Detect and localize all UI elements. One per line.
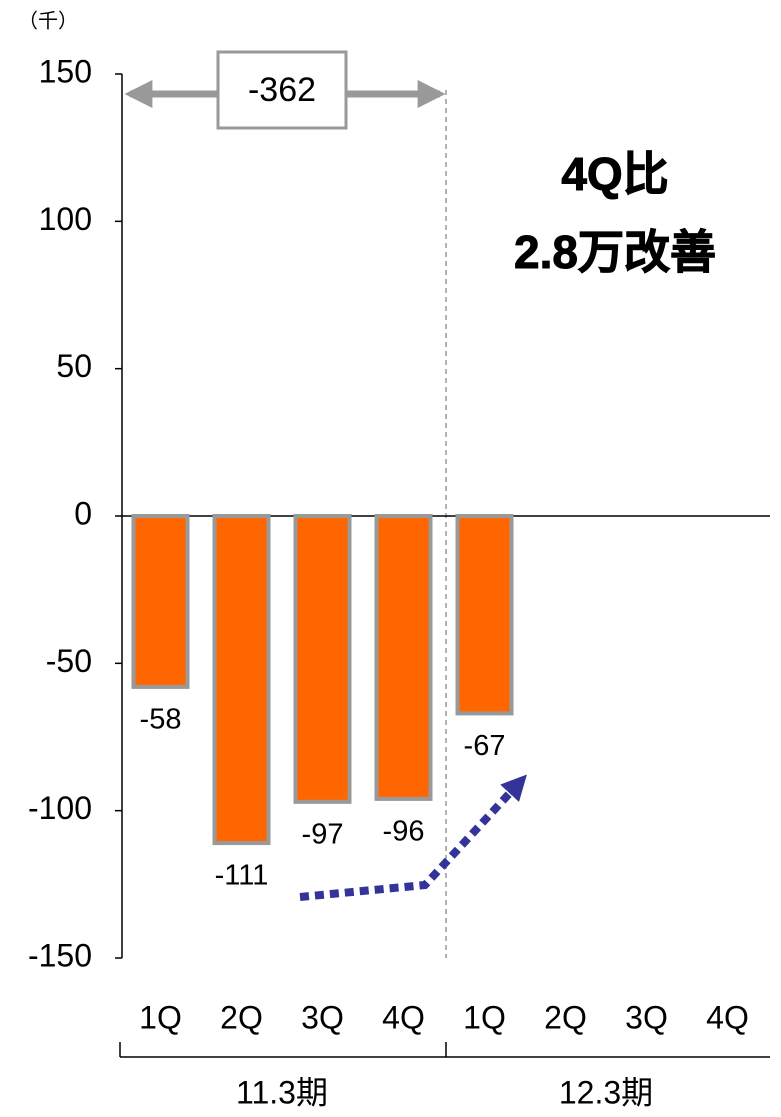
annotation: 2.8万改善 (514, 226, 716, 278)
y-tick-label: 150 (39, 53, 92, 89)
bar (455, 514, 514, 716)
bar (131, 514, 190, 689)
y-tick-label: -150 (28, 937, 92, 973)
x-tick-label: 1Q (463, 999, 506, 1035)
y-tick-label: -50 (46, 643, 92, 679)
value-label: -97 (302, 818, 344, 850)
group-label: 11.3期 (236, 1074, 328, 1110)
value-label: -58 (140, 704, 182, 736)
value-label: -96 (383, 816, 425, 848)
y-tick-label: 50 (56, 348, 92, 384)
x-tick-label: 4Q (706, 999, 749, 1035)
bar (374, 514, 433, 801)
x-tick-label: 4Q (382, 999, 425, 1035)
y-tick-label: -100 (28, 790, 92, 826)
group-label: 12.3期 (559, 1074, 653, 1110)
x-tick-label: 3Q (625, 999, 668, 1035)
annotation: 4Q比 (561, 148, 668, 200)
x-tick-label: 2Q (544, 999, 587, 1035)
span-total: -362 (248, 71, 316, 109)
x-tick-label: 2Q (220, 999, 263, 1035)
bar (293, 514, 352, 804)
bar (212, 514, 271, 846)
y-tick-label: 100 (39, 201, 92, 237)
value-label: -111 (215, 860, 269, 892)
span-box (216, 50, 348, 130)
trend-arrow (299, 774, 527, 901)
unit-label: （千） (18, 9, 78, 32)
x-tick-label: 1Q (139, 999, 182, 1035)
y-tick-label: 0 (74, 495, 92, 531)
x-tick-label: 3Q (301, 999, 344, 1035)
value-label: -67 (464, 730, 506, 762)
